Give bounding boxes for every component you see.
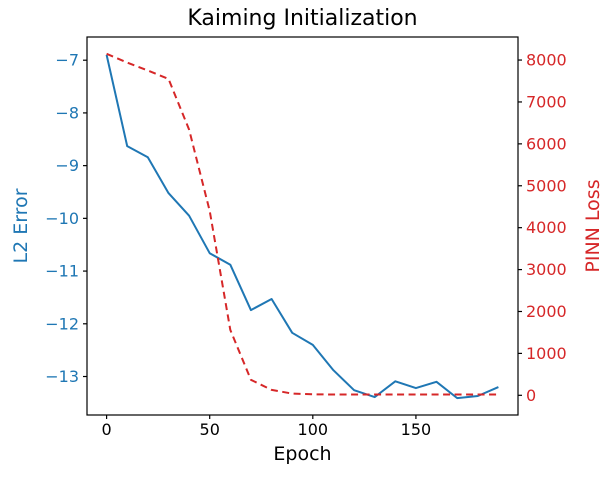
right-tick-label: 6000 [526, 134, 567, 153]
l2-error-line [105, 54, 499, 400]
right-tick-label: 7000 [526, 92, 567, 111]
left-tick-label: −11 [45, 262, 79, 281]
left-tick-label: −7 [55, 51, 79, 70]
right-tick-label: 5000 [526, 176, 567, 195]
right-tick-label: 8000 [526, 51, 567, 70]
right-tick-label: 3000 [526, 260, 567, 279]
right-tick-label: 0 [526, 386, 536, 405]
right-tick-label: 4000 [526, 218, 567, 237]
x-tick-label: 0 [101, 420, 111, 439]
left-tick-label: −8 [55, 103, 79, 122]
x-axis-label: Epoch [273, 443, 332, 465]
x-tick-label: 50 [200, 420, 220, 439]
chart-title: Kaiming Initialization [187, 6, 418, 31]
left-tick-label: −13 [45, 367, 79, 386]
right-tick-label: 1000 [526, 344, 567, 363]
x-tick-label: 150 [401, 420, 432, 439]
right-tick-label: 2000 [526, 302, 567, 321]
plot-border [86, 36, 519, 416]
x-tick-label: 100 [298, 420, 329, 439]
left-tick-label: −12 [45, 314, 79, 333]
left-tick-label: −10 [45, 209, 79, 228]
left-tick-label: −9 [55, 156, 79, 175]
pinn-loss-line [106, 52, 499, 396]
